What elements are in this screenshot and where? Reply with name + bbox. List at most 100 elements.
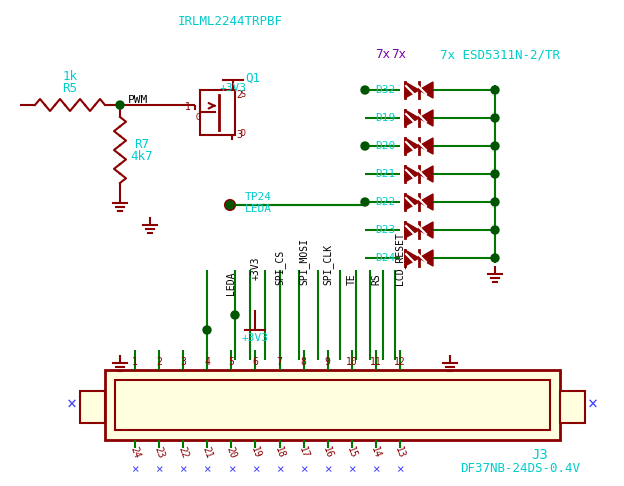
Polygon shape (419, 82, 433, 98)
Text: 2: 2 (156, 357, 162, 367)
Text: ×: × (396, 464, 404, 476)
Text: D19: D19 (375, 113, 395, 123)
Circle shape (491, 254, 499, 262)
Text: ×: × (180, 464, 187, 476)
Text: 20: 20 (225, 445, 238, 459)
Circle shape (491, 86, 499, 94)
Text: +3V3: +3V3 (242, 333, 269, 343)
Text: LEDA: LEDA (245, 204, 272, 214)
Polygon shape (419, 194, 433, 210)
Text: D23: D23 (375, 225, 395, 235)
Text: 14: 14 (369, 445, 383, 459)
Text: D24: D24 (375, 253, 395, 263)
FancyBboxPatch shape (80, 391, 105, 422)
Text: 7: 7 (276, 357, 283, 367)
Text: SPI_CLK: SPI_CLK (322, 244, 333, 285)
FancyBboxPatch shape (115, 380, 550, 430)
Text: 18: 18 (273, 445, 286, 459)
Text: TE: TE (347, 273, 357, 285)
Text: 2: 2 (236, 90, 242, 100)
Polygon shape (419, 250, 433, 266)
Text: 21: 21 (200, 445, 214, 459)
Text: Q1: Q1 (245, 71, 260, 85)
Text: 6: 6 (253, 357, 258, 367)
Text: 22: 22 (177, 445, 190, 459)
Text: 15: 15 (345, 445, 359, 459)
Text: SPI_MOSI: SPI_MOSI (298, 238, 309, 285)
Text: 5: 5 (228, 357, 234, 367)
Text: ×: × (276, 464, 283, 476)
Text: ×: × (372, 464, 379, 476)
Text: 1: 1 (132, 357, 138, 367)
Circle shape (491, 198, 499, 206)
Text: S: S (240, 90, 245, 100)
Text: +3V3: +3V3 (250, 257, 260, 280)
Text: D32: D32 (375, 85, 395, 95)
Circle shape (203, 326, 211, 334)
Text: ×: × (588, 395, 598, 413)
Text: 17: 17 (297, 445, 310, 459)
Text: 24: 24 (129, 445, 142, 459)
Text: ×: × (251, 464, 259, 476)
Text: 3: 3 (236, 130, 242, 140)
Text: ×: × (228, 464, 235, 476)
Polygon shape (405, 194, 419, 210)
Text: 1: 1 (185, 102, 191, 112)
Text: 7x ESD5311N-2/TR: 7x ESD5311N-2/TR (440, 49, 560, 62)
Text: ×: × (203, 464, 211, 476)
Text: ×: × (348, 464, 356, 476)
Text: J3: J3 (532, 448, 548, 462)
Circle shape (361, 142, 369, 150)
Polygon shape (419, 222, 433, 238)
Circle shape (491, 170, 499, 178)
Text: 1k: 1k (62, 70, 77, 84)
Polygon shape (405, 110, 419, 126)
Circle shape (491, 226, 499, 234)
FancyBboxPatch shape (560, 391, 585, 422)
Text: ×: × (155, 464, 163, 476)
Text: 4: 4 (204, 357, 210, 367)
Polygon shape (419, 166, 433, 182)
Circle shape (116, 101, 124, 109)
Polygon shape (405, 222, 419, 238)
Text: 8: 8 (301, 357, 306, 367)
Text: DF37NB-24DS-0.4V: DF37NB-24DS-0.4V (460, 462, 580, 474)
FancyBboxPatch shape (105, 370, 560, 440)
Circle shape (226, 201, 234, 209)
Text: RS: RS (371, 273, 381, 285)
Text: R5: R5 (62, 83, 77, 96)
Text: ×: × (300, 464, 308, 476)
Text: 3: 3 (180, 357, 186, 367)
Text: ×: × (324, 464, 331, 476)
Circle shape (361, 86, 369, 94)
Text: ×: × (131, 464, 139, 476)
Polygon shape (405, 250, 419, 266)
Polygon shape (419, 110, 433, 126)
Text: 23: 23 (152, 445, 166, 459)
Text: +3V3: +3V3 (220, 83, 246, 93)
Text: 13: 13 (393, 445, 407, 459)
Text: 7x: 7x (391, 49, 406, 62)
Text: IRLML2244TRPBF: IRLML2244TRPBF (177, 16, 283, 29)
Text: 9: 9 (324, 357, 331, 367)
Text: 12: 12 (394, 357, 406, 367)
Text: D20: D20 (375, 141, 395, 151)
Text: TP24: TP24 (245, 192, 272, 202)
Text: D21: D21 (375, 169, 395, 179)
Text: LEDA: LEDA (227, 272, 236, 295)
Text: D22: D22 (375, 197, 395, 207)
Polygon shape (405, 166, 419, 182)
Text: R7: R7 (135, 139, 150, 152)
Text: 10: 10 (346, 357, 358, 367)
Text: 4k7: 4k7 (131, 151, 154, 163)
Text: PWM: PWM (128, 95, 149, 105)
Text: 11: 11 (370, 357, 382, 367)
Circle shape (361, 198, 369, 206)
Text: LCD_RESET: LCD_RESET (394, 232, 406, 285)
Polygon shape (405, 82, 419, 98)
Text: 16: 16 (321, 445, 334, 459)
Text: D: D (240, 128, 245, 138)
Circle shape (231, 311, 239, 319)
Text: G: G (195, 112, 200, 122)
Polygon shape (419, 138, 433, 154)
